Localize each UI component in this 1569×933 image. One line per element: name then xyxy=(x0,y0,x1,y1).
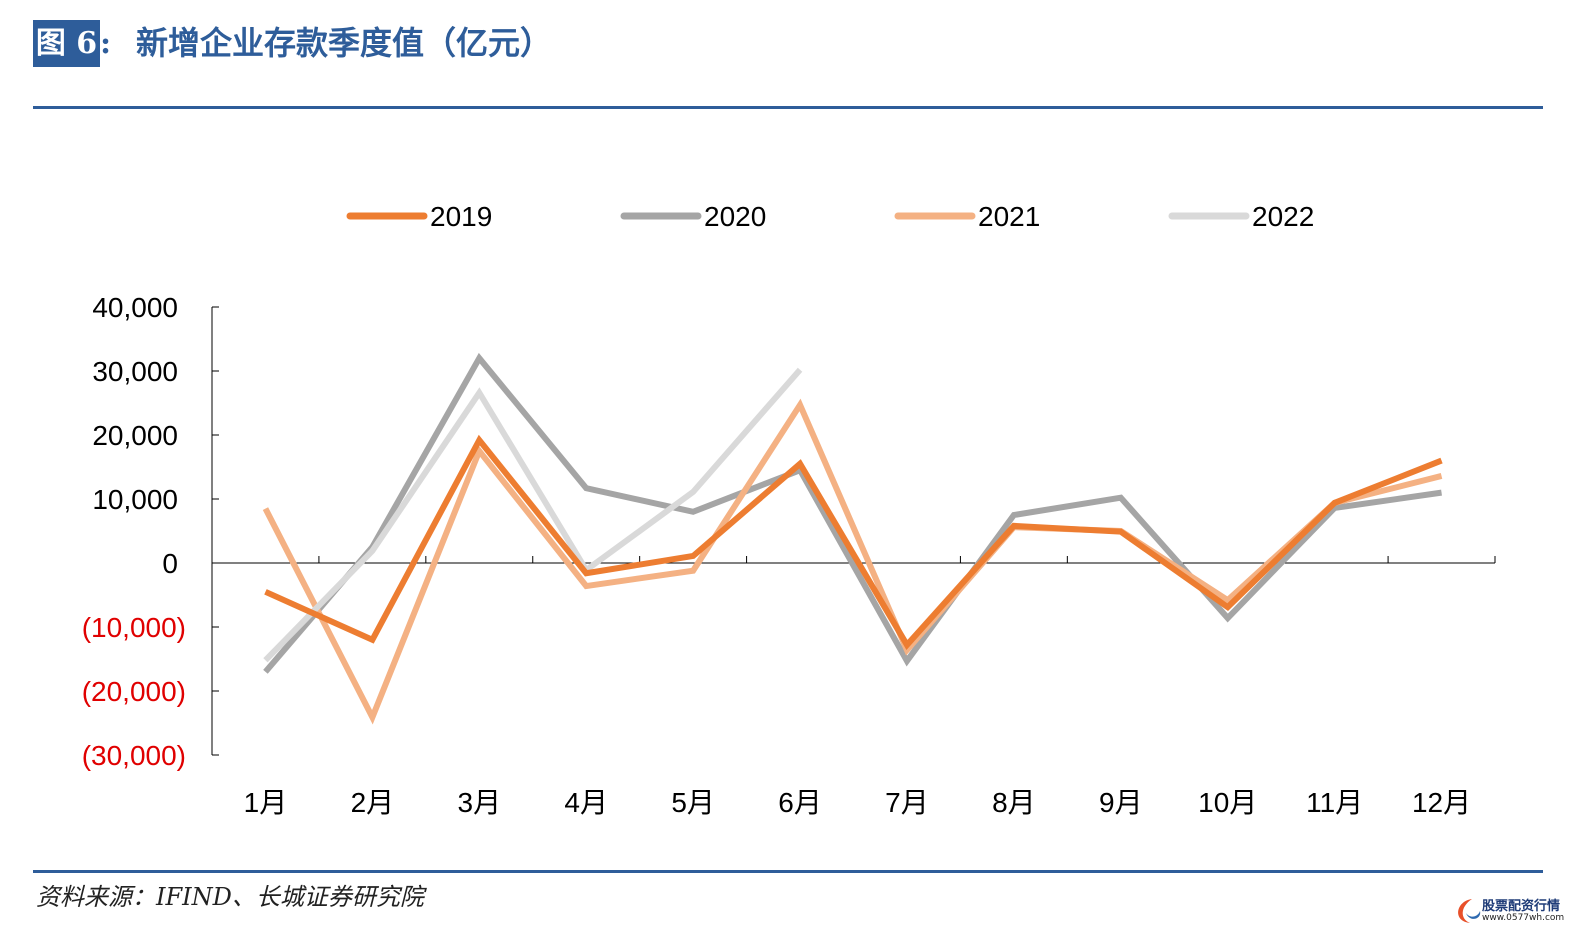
logo-swirl-icon xyxy=(1458,899,1481,923)
legend-label-2019: 2019 xyxy=(430,201,492,232)
y-tick-label: (30,000) xyxy=(82,740,186,771)
bottom-rule xyxy=(33,870,1543,873)
y-tick-label: 30,000 xyxy=(92,356,178,387)
chart-title: 新增企业存款季度值（亿元） xyxy=(136,24,553,62)
x-tick-label: 10月 xyxy=(1198,787,1257,818)
y-tick-label: 20,000 xyxy=(92,420,178,451)
legend-label-2022: 2022 xyxy=(1252,201,1314,232)
top-rule xyxy=(33,106,1543,109)
x-tick-label: 12月 xyxy=(1412,787,1471,818)
figure-label: 图 6 xyxy=(33,20,100,67)
legend-label-2021: 2021 xyxy=(978,201,1040,232)
y-tick-label: 10,000 xyxy=(92,484,178,515)
series-line-2022 xyxy=(263,367,803,663)
series-line-2021 xyxy=(262,398,1443,725)
x-tick-label: 6月 xyxy=(778,787,822,818)
x-tick-label: 9月 xyxy=(1099,787,1143,818)
x-tick-label: 2月 xyxy=(351,787,395,818)
x-tick-label: 8月 xyxy=(992,787,1036,818)
x-tick-label: 11月 xyxy=(1306,787,1363,818)
source-note: 资料来源：IFIND、长城证券研究院 xyxy=(36,883,424,911)
x-tick-label: 3月 xyxy=(458,787,502,818)
x-tick-label: 7月 xyxy=(885,787,929,818)
x-tick-label: 1月 xyxy=(244,787,288,818)
y-tick-label: (20,000) xyxy=(82,676,186,707)
y-tick-label: 40,000 xyxy=(92,292,178,323)
y-tick-label: 0 xyxy=(162,548,178,579)
legend-label-2020: 2020 xyxy=(704,201,766,232)
series-line-2020 xyxy=(263,352,1442,674)
logo-text: 股票配资行情 xyxy=(1482,899,1561,914)
y-tick-label: (10,000) xyxy=(82,612,186,643)
title-colon: : xyxy=(100,26,112,61)
x-tick-label: 5月 xyxy=(671,787,715,818)
watermark-logo: 股票配资行情 www.0577wh.com xyxy=(1450,893,1569,929)
x-tick-label: 4月 xyxy=(564,787,608,818)
series-line-2019 xyxy=(264,434,1443,650)
logo-url: www.0577wh.com xyxy=(1482,913,1565,923)
